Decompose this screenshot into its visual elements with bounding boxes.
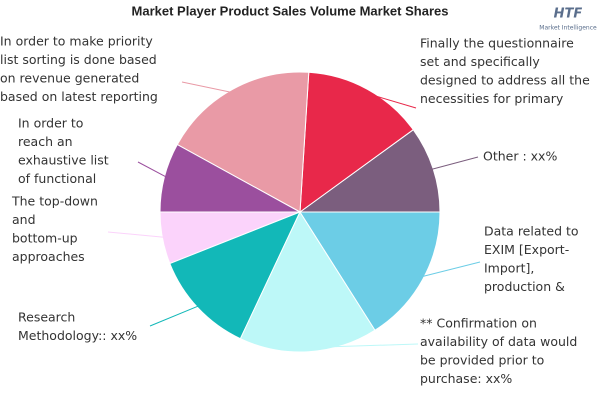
slice-label: In order to make priority: [0, 34, 153, 49]
pie-slice: [169, 211, 301, 340]
slice-label: Finally the questionnaire: [420, 36, 574, 51]
logo-tagline: Market Intelligence: [539, 25, 597, 32]
pie-slice: [299, 71, 414, 214]
slice-label: ** Confirmation on: [420, 316, 537, 331]
slice-label: based on latest reporting: [0, 89, 158, 104]
pie-slice: [176, 71, 310, 213]
leader-line: [418, 261, 481, 278]
chart-title: Market Player Product Sales Volume Marke…: [132, 3, 449, 18]
slice-label: list sorting is done based: [0, 52, 157, 67]
slice-label: In order to: [18, 116, 83, 131]
slice-label: availability of data would: [420, 334, 577, 349]
slice-label: designed to address all the: [420, 73, 590, 88]
slice-label: approaches: [12, 249, 85, 264]
slice-label: The top-down: [11, 194, 98, 209]
leader-line: [137, 161, 169, 179]
slice-label: Import],: [484, 261, 534, 276]
leader-line: [365, 92, 417, 109]
slice-label: purchase: xx%: [420, 371, 512, 386]
slice-label: necessities for primary: [420, 91, 564, 106]
slice-label: exhaustive list: [18, 153, 109, 168]
leader-line: [149, 304, 202, 327]
leader-line: [308, 343, 419, 349]
leader-line: [429, 156, 479, 171]
leader-line: [181, 81, 235, 94]
slice-label: Data related to: [484, 224, 579, 239]
slice-label: Other : xx%: [483, 149, 557, 164]
slice-label: be provided prior to: [420, 353, 544, 368]
slice-label: Methodology:: xx%: [18, 328, 137, 343]
slice-label: on revenue generated: [0, 71, 139, 86]
slice-label: reach an: [18, 134, 73, 149]
slice-label: set and specifically: [420, 54, 540, 69]
slice-label: Research: [18, 310, 75, 325]
leader-line: [107, 231, 167, 238]
logo-brand: HTF: [554, 7, 583, 22]
slice-label: and: [12, 212, 36, 227]
pie-slice: [239, 210, 376, 353]
pie-slice: [299, 211, 441, 331]
slice-label: production &: [484, 279, 565, 294]
slice-label: bottom-up: [12, 231, 78, 246]
slice-label: of functional: [18, 171, 96, 186]
slice-label: EXIM [Export-: [484, 242, 569, 257]
